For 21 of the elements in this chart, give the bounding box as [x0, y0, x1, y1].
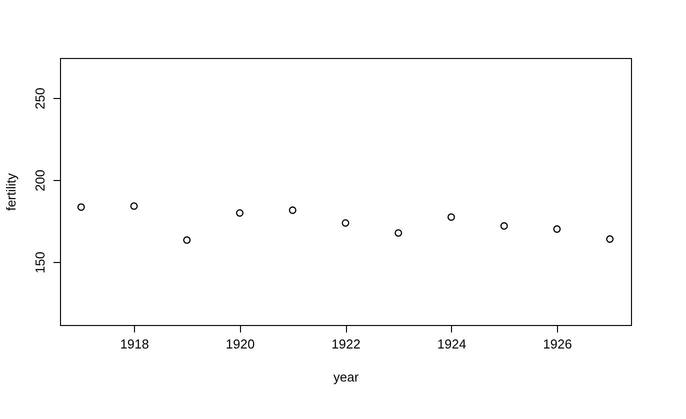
point	[394, 229, 402, 237]
point	[77, 203, 85, 211]
x-tick-label: 1926	[543, 336, 572, 352]
point	[606, 235, 614, 243]
point	[447, 213, 456, 221]
x-tick-label: 1920	[226, 336, 255, 352]
x-tick-label: 1924	[437, 336, 466, 352]
point	[288, 206, 296, 214]
point	[183, 236, 191, 244]
x-tick-label: 1918	[120, 336, 149, 352]
x-tick-label: 1922	[332, 336, 360, 352]
point	[553, 225, 561, 233]
x-axis-title: year	[333, 370, 360, 384]
point	[130, 202, 138, 210]
point	[236, 209, 244, 217]
point	[342, 219, 350, 227]
y-tick-label: 250	[32, 88, 48, 110]
y-tick-label: 150	[32, 252, 48, 274]
y-axis-title: fertility	[4, 172, 18, 211]
y-tick-label: 200	[32, 170, 48, 192]
point	[500, 222, 508, 230]
